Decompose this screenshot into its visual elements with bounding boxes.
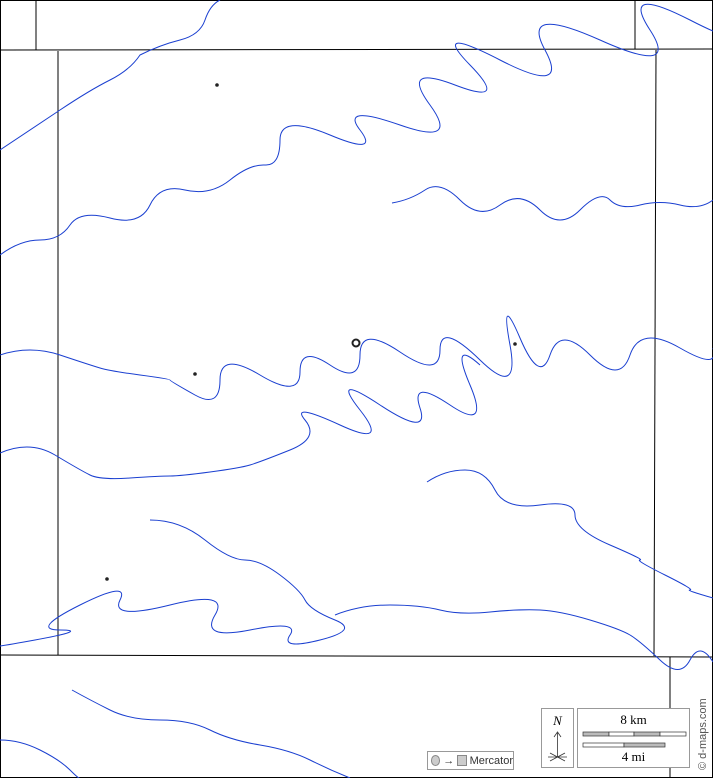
town-dot	[513, 342, 517, 346]
border-line	[0, 48, 713, 51]
town-dot	[105, 577, 109, 581]
north-arrow: N	[541, 708, 574, 768]
scale-bars	[582, 731, 687, 748]
watermark: © d-maps.com	[697, 698, 709, 770]
scale-km-label: 8 km	[620, 712, 647, 727]
north-label: N	[553, 713, 562, 728]
river	[71, 689, 351, 778]
river	[0, 315, 713, 400]
river	[0, 739, 81, 778]
river	[0, 3, 713, 256]
river	[426, 469, 713, 599]
arrow-right-icon: →	[443, 754, 455, 767]
river	[0, 519, 346, 647]
scale-bar: 8 km 4 mi	[577, 708, 690, 768]
scale-mi-label: 4 mi	[621, 749, 646, 764]
town-dot	[193, 372, 197, 376]
border-line	[653, 49, 657, 657]
square-icon	[457, 755, 467, 766]
circle-icon	[431, 755, 441, 766]
county-seat-ring	[351, 338, 361, 348]
border-line	[0, 654, 713, 658]
town-dot	[215, 83, 219, 87]
places	[105, 83, 517, 581]
river	[391, 186, 713, 221]
river	[0, 0, 221, 151]
river	[334, 604, 713, 670]
compass-icon	[548, 731, 567, 762]
projection-label: Mercator	[469, 754, 513, 767]
projection-legend: → Mercator	[427, 751, 514, 770]
river	[0, 354, 481, 480]
